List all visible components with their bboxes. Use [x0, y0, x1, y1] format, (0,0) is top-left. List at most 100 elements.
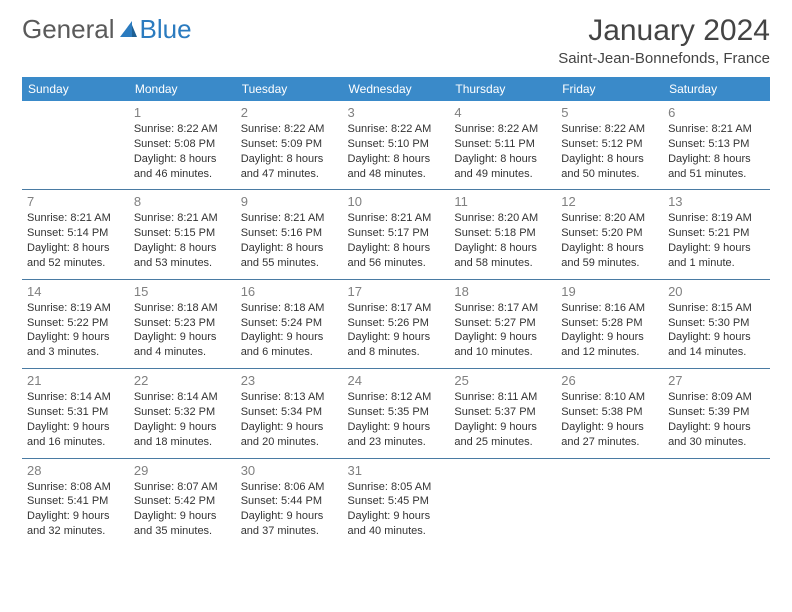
sunset-line: Sunset: 5:18 PM: [454, 226, 551, 241]
day-number: 4: [454, 105, 551, 120]
calendar-cell: 21Sunrise: 8:14 AMSunset: 5:31 PMDayligh…: [22, 369, 129, 458]
calendar-cell: 15Sunrise: 8:18 AMSunset: 5:23 PMDayligh…: [129, 279, 236, 368]
month-title: January 2024: [558, 14, 770, 48]
daylight-line: Daylight: 9 hours and 40 minutes.: [348, 509, 445, 539]
day-number: 27: [668, 373, 765, 388]
day-number: 31: [348, 463, 445, 478]
day-number: 19: [561, 284, 658, 299]
daylight-line: Daylight: 8 hours and 56 minutes.: [348, 241, 445, 271]
calendar-cell: 12Sunrise: 8:20 AMSunset: 5:20 PMDayligh…: [556, 190, 663, 279]
day-number: 14: [27, 284, 124, 299]
calendar-cell: 6Sunrise: 8:21 AMSunset: 5:13 PMDaylight…: [663, 101, 770, 190]
calendar-cell: 19 Sunrise: 8:16 AMSunset: 5:28 PMDayligh…: [556, 279, 663, 368]
sunrise-line: Sunrise: 8:14 AM: [134, 390, 231, 405]
daylight-line: Daylight: 8 hours and 52 minutes.: [27, 241, 124, 271]
sunset-line: Sunset: 5:34 PM: [241, 405, 338, 420]
calendar-cell: 14Sunrise: 8:19 AMSunset: 5:22 PMDayligh…: [22, 279, 129, 368]
daylight-line: Daylight: 9 hours and 14 minutes.: [668, 330, 765, 360]
calendar-cell: 8Sunrise: 8:21 AMSunset: 5:15 PMDaylight…: [129, 190, 236, 279]
day-number: 13: [668, 194, 765, 209]
daylight-line: Daylight: 8 hours and 59 minutes.: [561, 241, 658, 271]
sunset-line: Sunset: 5:20 PM: [561, 226, 658, 241]
daylight-line: Daylight: 9 hours and 18 minutes.: [134, 420, 231, 450]
sunrise-line: Sunrise: 8:21 AM: [134, 211, 231, 226]
sunset-line: Sunset: 5:44 PM: [241, 494, 338, 509]
title-block: January 2024 Saint-Jean-Bonnefonds, Fran…: [558, 14, 770, 67]
sunrise-line: Sunrise: 8:21 AM: [668, 122, 765, 137]
daylight-line: Daylight: 9 hours and 25 minutes.: [454, 420, 551, 450]
sunset-line: Sunset: 5:42 PM: [134, 494, 231, 509]
sunrise-line: Sunrise: 8:08 AM: [27, 480, 124, 495]
daylight-line: Daylight: 9 hours and 20 minutes.: [241, 420, 338, 450]
daylight-line: Daylight: 9 hours and 32 minutes.: [27, 509, 124, 539]
header: General Blue January 2024 Saint-Jean-Bon…: [22, 14, 770, 67]
sunset-line: Sunset: 5:26 PM: [348, 316, 445, 331]
weekday-header: Monday: [129, 77, 236, 101]
calendar-cell: [663, 458, 770, 547]
calendar-cell: 24Sunrise: 8:12 AMSunset: 5:35 PMDayligh…: [343, 369, 450, 458]
weekday-header: Friday: [556, 77, 663, 101]
daylight-line: Daylight: 8 hours and 49 minutes.: [454, 152, 551, 182]
daylight-line: Daylight: 9 hours and 12 minutes.: [561, 330, 658, 360]
sunset-line: Sunset: 5:15 PM: [134, 226, 231, 241]
day-number: 26: [561, 373, 658, 388]
calendar-cell: 9Sunrise: 8:21 AMSunset: 5:16 PMDaylight…: [236, 190, 343, 279]
sunrise-line: Sunrise: 8:16 AM: [561, 301, 658, 316]
daylight-line: Daylight: 9 hours and 27 minutes.: [561, 420, 658, 450]
sunrise-line: Sunrise: 8:20 AM: [454, 211, 551, 226]
sunset-line: Sunset: 5:08 PM: [134, 137, 231, 152]
sunrise-line: Sunrise: 8:20 AM: [561, 211, 658, 226]
calendar-cell: [449, 458, 556, 547]
logo: General Blue: [22, 14, 192, 45]
calendar-body: 1Sunrise: 8:22 AMSunset: 5:08 PMDaylight…: [22, 101, 770, 547]
daylight-line: Daylight: 8 hours and 53 minutes.: [134, 241, 231, 271]
day-number: 7: [27, 194, 124, 209]
calendar-row: 14Sunrise: 8:19 AMSunset: 5:22 PMDayligh…: [22, 279, 770, 368]
daylight-line: Daylight: 9 hours and 10 minutes.: [454, 330, 551, 360]
sunset-line: Sunset: 5:24 PM: [241, 316, 338, 331]
day-number: 1: [134, 105, 231, 120]
logo-sail-icon: [117, 19, 139, 41]
day-number: 17: [348, 284, 445, 299]
weekday-header: Wednesday: [343, 77, 450, 101]
sunrise-line: Sunrise: 8:10 AM: [561, 390, 658, 405]
sunset-line: Sunset: 5:28 PM: [561, 316, 658, 331]
day-number: 21: [27, 373, 124, 388]
daylight-line: Daylight: 8 hours and 50 minutes.: [561, 152, 658, 182]
calendar-cell: 7Sunrise: 8:21 AMSunset: 5:14 PMDaylight…: [22, 190, 129, 279]
sunrise-line: Sunrise: 8:22 AM: [561, 122, 658, 137]
sunset-line: Sunset: 5:17 PM: [348, 226, 445, 241]
sunset-line: Sunset: 5:41 PM: [27, 494, 124, 509]
calendar-table: SundayMondayTuesdayWednesdayThursdayFrid…: [22, 77, 770, 547]
sunset-line: Sunset: 5:11 PM: [454, 137, 551, 152]
calendar-row: 21Sunrise: 8:14 AMSunset: 5:31 PMDayligh…: [22, 369, 770, 458]
daylight-line: Daylight: 9 hours and 3 minutes.: [27, 330, 124, 360]
sunset-line: Sunset: 5:21 PM: [668, 226, 765, 241]
day-number: 29: [134, 463, 231, 478]
sunrise-line: Sunrise: 8:11 AM: [454, 390, 551, 405]
sunrise-line: Sunrise: 8:05 AM: [348, 480, 445, 495]
day-number: 28: [27, 463, 124, 478]
day-number: 23: [241, 373, 338, 388]
sunrise-line: Sunrise: 8:21 AM: [241, 211, 338, 226]
sunset-line: Sunset: 5:30 PM: [668, 316, 765, 331]
calendar-cell: 27Sunrise: 8:09 AMSunset: 5:39 PMDayligh…: [663, 369, 770, 458]
daylight-line: Daylight: 9 hours and 35 minutes.: [134, 509, 231, 539]
calendar-cell: 23Sunrise: 8:13 AMSunset: 5:34 PMDayligh…: [236, 369, 343, 458]
daylight-line: Daylight: 8 hours and 46 minutes.: [134, 152, 231, 182]
sunrise-line: Sunrise: 8:09 AM: [668, 390, 765, 405]
day-number: 25: [454, 373, 551, 388]
sunrise-line: Sunrise: 8:07 AM: [134, 480, 231, 495]
weekday-header: Saturday: [663, 77, 770, 101]
day-number: 9: [241, 194, 338, 209]
calendar-cell: 22Sunrise: 8:14 AMSunset: 5:32 PMDayligh…: [129, 369, 236, 458]
weekday-header: Sunday: [22, 77, 129, 101]
day-number: 24: [348, 373, 445, 388]
sunset-line: Sunset: 5:12 PM: [561, 137, 658, 152]
calendar-cell: 20Sunrise: 8:15 AMSunset: 5:30 PMDayligh…: [663, 279, 770, 368]
sunset-line: Sunset: 5:37 PM: [454, 405, 551, 420]
sunset-line: Sunset: 5:35 PM: [348, 405, 445, 420]
sunrise-line: Sunrise: 8:21 AM: [27, 211, 124, 226]
calendar-cell: 26Sunrise: 8:10 AMSunset: 5:38 PMDayligh…: [556, 369, 663, 458]
sunrise-line: Sunrise: 8:19 AM: [27, 301, 124, 316]
